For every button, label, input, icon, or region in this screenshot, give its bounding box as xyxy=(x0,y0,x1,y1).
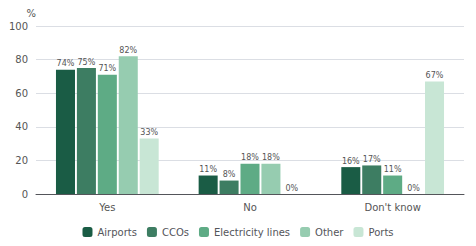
svg-text:Ports: Ports xyxy=(368,227,393,238)
svg-text:18%: 18% xyxy=(262,153,280,162)
svg-text:CCOs: CCOs xyxy=(162,227,189,238)
svg-text:40: 40 xyxy=(15,121,28,132)
svg-text:80: 80 xyxy=(15,54,28,65)
svg-text:75%: 75% xyxy=(78,58,96,67)
svg-text:11%: 11% xyxy=(199,165,217,174)
svg-text:17%: 17% xyxy=(363,155,381,164)
svg-text:Other: Other xyxy=(315,227,344,238)
svg-text:Electricity lines: Electricity lines xyxy=(214,227,290,238)
svg-text:60: 60 xyxy=(15,88,28,99)
svg-text:0: 0 xyxy=(22,189,28,200)
svg-text:74%: 74% xyxy=(57,59,75,68)
svg-text:33%: 33% xyxy=(140,128,158,137)
svg-text:16%: 16% xyxy=(342,157,360,166)
svg-text:71%: 71% xyxy=(98,64,116,73)
svg-text:Airports: Airports xyxy=(97,227,136,238)
svg-text:82%: 82% xyxy=(119,46,137,55)
svg-text:Don't know: Don't know xyxy=(364,202,420,213)
svg-text:Yes: Yes xyxy=(98,202,115,213)
svg-text:20: 20 xyxy=(15,155,28,166)
svg-text:%: % xyxy=(26,8,36,19)
svg-text:18%: 18% xyxy=(241,153,259,162)
svg-text:67%: 67% xyxy=(426,71,444,80)
svg-text:100: 100 xyxy=(9,21,28,32)
svg-text:0%: 0% xyxy=(285,184,298,193)
svg-text:8%: 8% xyxy=(223,170,236,179)
svg-text:No: No xyxy=(243,202,257,213)
svg-text:0%: 0% xyxy=(407,184,420,193)
svg-text:11%: 11% xyxy=(384,165,402,174)
